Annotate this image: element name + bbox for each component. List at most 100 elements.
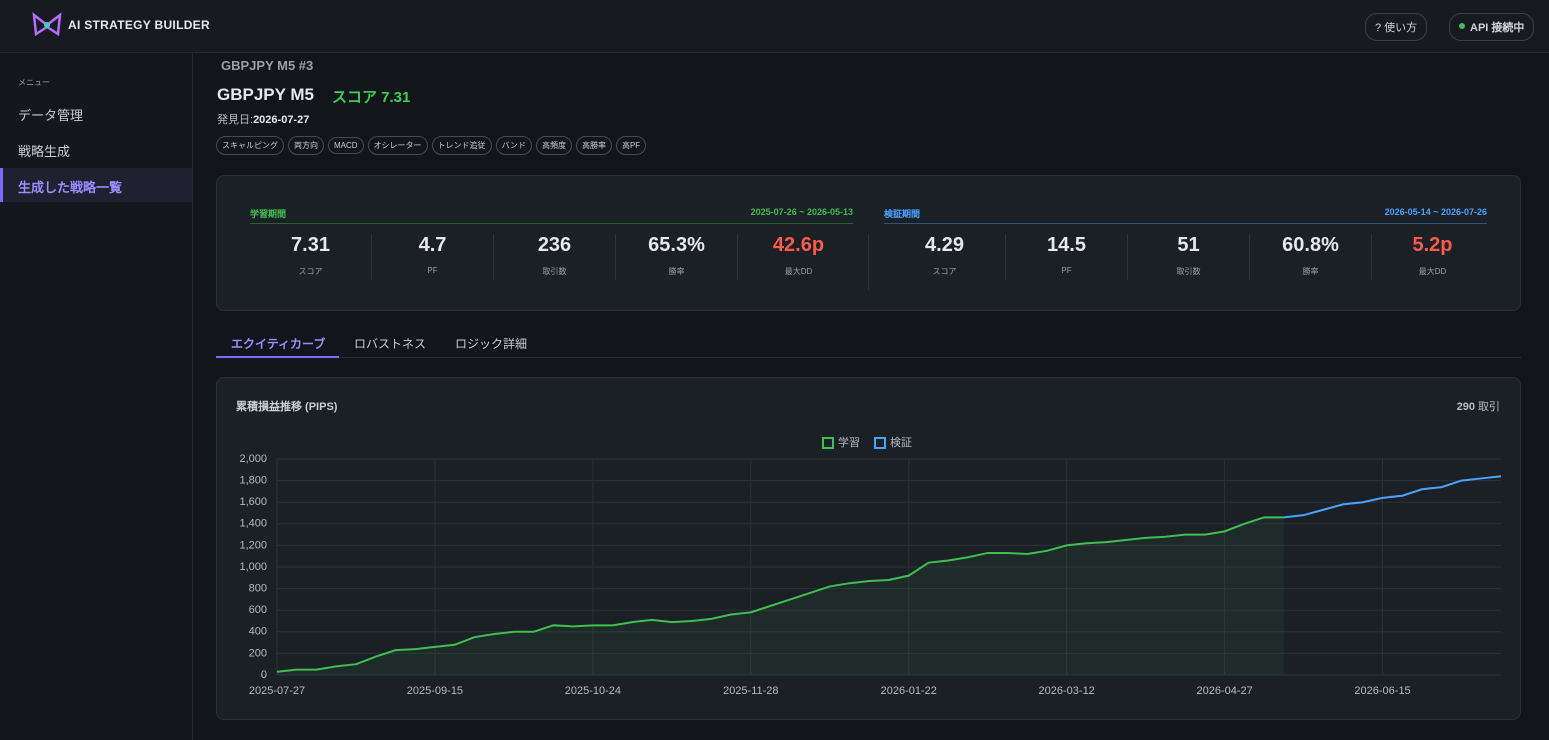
strategy-name: GBPJPY M5 — [217, 85, 315, 104]
metric-value: 60.8% — [1282, 234, 1339, 256]
metric: 5.2p 最大DD — [1372, 234, 1493, 277]
x-tick-label: 2026-04-27 — [1196, 685, 1252, 697]
metric-value: 51 — [1177, 234, 1200, 256]
trade-count-unit: 取引 — [1478, 401, 1500, 413]
metric-value: 4.29 — [925, 234, 964, 256]
metric: 7.31 スコア — [250, 234, 371, 277]
metric: 14.5 PF — [1006, 234, 1127, 275]
y-tick-label: 600 — [249, 604, 267, 616]
series-line — [1283, 475, 1502, 519]
metric-divider — [493, 234, 494, 280]
metric-divider — [1127, 234, 1128, 280]
metric-value: 236 — [537, 234, 572, 256]
metric-value: 42.6p — [772, 234, 825, 256]
x-tick-label: 2025-10-24 — [565, 685, 621, 697]
metric-value: 65.3% — [648, 234, 705, 256]
metric: 4.29 スコア — [884, 234, 1005, 277]
period-rule — [250, 223, 853, 224]
legend-swatch — [874, 437, 886, 449]
y-tick-label: 1,600 — [239, 496, 267, 508]
tag: 高勝率 — [575, 136, 612, 155]
tag: スキャルピング — [216, 136, 284, 155]
equity-chart: 0 200 400 600 800 1,000 1,200 1,400 1,600 1,800 2,… — [239, 435, 1502, 697]
trade-count: 290 取引 — [1457, 398, 1500, 414]
metric: 65.3% 勝率 — [616, 234, 737, 277]
tab-underline — [216, 356, 339, 358]
sidebar-item[interactable]: データ管理 — [18, 108, 84, 123]
x-tick-label: 2025-09-15 — [407, 685, 463, 697]
top-bar: AI STRATEGY BUILDER ? 使い方 API 接続中 — [0, 0, 1549, 53]
period-label: 学習期間 — [250, 209, 287, 219]
legend-swatch — [822, 437, 834, 449]
tab[interactable]: ロバストネス — [354, 337, 427, 351]
help-button[interactable]: ? 使い方 — [1365, 13, 1428, 41]
discovered-label: 発見日: — [217, 114, 254, 126]
period-range: 2026-05-14 ~ 2026-07-26 — [1384, 207, 1487, 217]
api-status-text: API 接続中 — [1470, 22, 1525, 34]
api-status[interactable]: API 接続中 — [1449, 13, 1535, 41]
x-tick-label: 2025-11-28 — [723, 685, 778, 697]
tag-list: スキャルピング 両方向 MACD オシレーター トレンド追従 バンド 高頻度 高勝率 高PF — [216, 135, 650, 155]
metric: 236 取引数 — [494, 234, 615, 277]
metric-divider — [737, 234, 738, 280]
group-divider — [868, 234, 869, 290]
period-rule — [884, 223, 1487, 224]
legend-label: 学習 — [838, 435, 860, 449]
trade-count-value: 290 — [1456, 401, 1475, 413]
y-tick-label: 1,800 — [239, 475, 267, 487]
tag: トレンド追従 — [431, 136, 492, 155]
y-tick-label: 800 — [249, 583, 267, 595]
metric-label: 取引数 — [1176, 267, 1201, 276]
period-range: 2025-07-26 ~ 2026-05-13 — [750, 207, 853, 217]
metric: 51 取引数 — [1128, 234, 1249, 277]
discovered-date: 2026-07-27 — [253, 114, 310, 126]
metric-label: 勝率 — [668, 267, 685, 276]
tag: MACD — [328, 137, 364, 154]
y-tick-label: 400 — [249, 626, 267, 638]
x-tick-label: 2026-03-12 — [1039, 685, 1095, 697]
breadcrumb: GBPJPY M5 #3 — [221, 58, 314, 73]
metric-label: スコア — [932, 267, 957, 276]
metric-value: 14.5 — [1047, 234, 1086, 256]
period-label: 検証期間 — [884, 209, 921, 219]
logo-text: AI STRATEGY BUILDER — [68, 18, 210, 32]
y-tick-label: 1,400 — [239, 518, 267, 530]
status-dot — [1459, 23, 1465, 29]
tab-divider — [216, 357, 1521, 358]
metric: 60.8% 勝率 — [1250, 234, 1371, 277]
metric-label: PF — [1061, 266, 1072, 275]
chart-title: 累積損益推移 (PIPS) — [236, 401, 338, 413]
y-tick-label: 1,200 — [239, 539, 267, 551]
strategy-score: スコア 7.31 — [332, 89, 411, 106]
metric-label: 取引数 — [542, 267, 567, 276]
metric-label: PF — [427, 266, 438, 275]
tag: 両方向 — [288, 136, 324, 155]
metric-divider — [1005, 234, 1006, 280]
metric-label: 最大DD — [784, 267, 813, 276]
tag: 高PF — [615, 136, 647, 155]
metric-value: 7.31 — [291, 234, 330, 256]
metric-label: 勝率 — [1302, 267, 1319, 276]
metric: 42.6p 最大DD — [738, 234, 859, 277]
x-tick-label: 2025-07-27 — [249, 685, 305, 697]
tag: オシレーター — [367, 136, 428, 155]
legend-label: 検証 — [890, 435, 912, 449]
sidebar: メニュー データ管理 戦略生成 生成した戦略一覧 — [0, 53, 193, 740]
metric-value: 5.2p — [1412, 234, 1453, 256]
tab[interactable]: エクイティカーブ — [231, 337, 326, 351]
x-tick-label: 2026-06-15 — [1354, 685, 1410, 697]
metric-divider — [371, 234, 372, 280]
x-tick-label: 2026-01-22 — [881, 685, 937, 697]
metric-divider — [1371, 234, 1372, 280]
sidebar-item[interactable]: 戦略生成 — [18, 144, 71, 159]
series-line — [276, 516, 1284, 673]
tab[interactable]: ロジック詳細 — [455, 337, 528, 351]
logo-icon — [32, 12, 62, 37]
metric-label: スコア — [298, 267, 323, 276]
y-tick-label: 200 — [249, 647, 267, 659]
sidebar-item[interactable]: 生成した戦略一覧 — [0, 168, 192, 202]
metric-label: 最大DD — [1418, 267, 1447, 276]
chart-card: 累積損益推移 (PIPS) 290 取引 0 200 400 600 800 1,000 1… — [216, 377, 1521, 720]
